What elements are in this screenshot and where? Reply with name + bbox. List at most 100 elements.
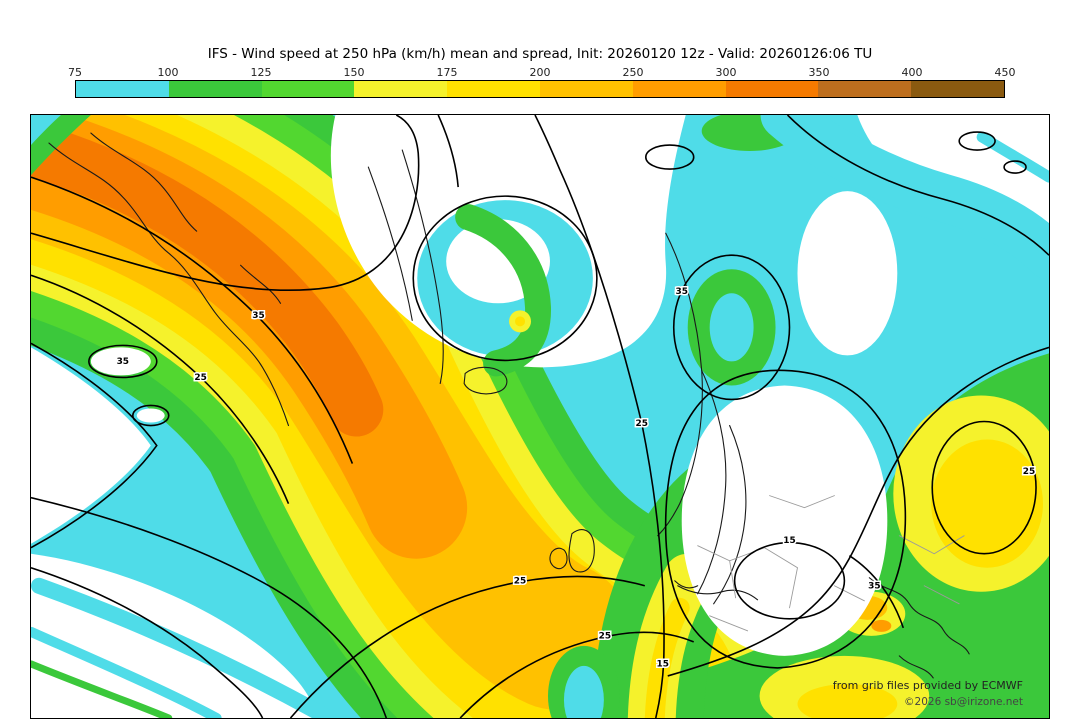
small-calm-spot-2 xyxy=(136,408,165,423)
balkan-orange-spot xyxy=(871,619,892,632)
sweden-coastline xyxy=(697,369,727,595)
colorbar-segment xyxy=(818,81,912,97)
spread-contour-loop xyxy=(1003,160,1027,174)
europe-calm-region xyxy=(681,385,888,656)
spread-contour-loop xyxy=(88,344,158,379)
greenland-east-coast xyxy=(401,149,444,384)
corner-cyan-wedge xyxy=(31,115,61,146)
norway-coastline xyxy=(657,232,703,537)
colorbar-tick: 300 xyxy=(715,66,737,79)
spread-contour xyxy=(437,115,459,188)
corner-green-wedge xyxy=(31,115,91,176)
spread-contour xyxy=(534,115,665,718)
spread-contour xyxy=(31,176,354,464)
spread-contour-europe-ring xyxy=(664,369,907,669)
local-features xyxy=(31,115,1049,718)
contour-label: 15 xyxy=(657,659,669,669)
southeast-deepyellow-patch xyxy=(797,683,898,718)
spread-contour xyxy=(667,346,1049,677)
barents-calm-region xyxy=(797,191,898,356)
colorbar-tick: 175 xyxy=(436,66,458,79)
colorbar-segment xyxy=(261,81,355,97)
colorbar-legend: 75 100 125 150 175 200 250 300 350 400 450 xyxy=(68,64,1016,98)
spread-contour-greenland-ring xyxy=(412,195,598,362)
west-calm-wedge xyxy=(31,347,151,544)
spread-contour-loop xyxy=(132,404,170,427)
greenland-west-coast xyxy=(367,166,413,321)
colorbar-tick: 450 xyxy=(994,66,1016,79)
jet-dark-orange-core xyxy=(31,120,384,437)
colorbar-segment xyxy=(76,81,169,97)
map-footer: from grib files provided by ECMWF ©2026 … xyxy=(833,679,1023,708)
spread-contour xyxy=(31,115,420,292)
greenland-deepyellow-spot xyxy=(515,316,526,327)
east-deepyellow-core xyxy=(931,439,1044,568)
small-calm-spot-1 xyxy=(90,347,151,376)
spread-contour xyxy=(459,631,695,718)
baltic-coastline xyxy=(713,424,747,605)
wind-field-svg: 35 25 35 25 35 25 25 15 25 35 15 xyxy=(31,115,1049,718)
contour-label: 35 xyxy=(868,581,880,591)
colorbar-tick: 400 xyxy=(901,66,923,79)
colorbar xyxy=(75,80,1005,98)
coast-fragment xyxy=(240,264,282,304)
southwest-cyan-streak-2 xyxy=(31,626,222,718)
baffin-coastline xyxy=(90,132,198,232)
colorbar-segment xyxy=(911,81,1004,97)
spread-contour xyxy=(31,496,388,718)
spread-contour xyxy=(289,575,646,718)
spread-contour-east-ring xyxy=(931,420,1037,555)
colorbar-segment xyxy=(354,81,448,97)
weather-map: 35 25 35 25 35 25 25 15 25 35 15 from grib files p… xyxy=(30,114,1050,719)
south-cyan-notch xyxy=(563,665,604,718)
spread-contour xyxy=(31,274,290,504)
colorbar-tick: 125 xyxy=(250,66,272,79)
scandinavia-cyan-core xyxy=(709,293,754,362)
colorbar-segment xyxy=(168,81,262,97)
contour-label: 15 xyxy=(783,536,795,546)
ireland-coastline xyxy=(549,547,568,570)
colorbar-tick: 100 xyxy=(157,66,179,79)
colorbar-ticks: 75 100 125 150 175 200 250 300 350 400 450 xyxy=(68,64,1016,80)
southwest-green-streak xyxy=(31,660,173,718)
iceland-coastline xyxy=(463,366,508,395)
colorbar-segment xyxy=(447,81,540,97)
britain-coastline xyxy=(568,529,595,573)
contour-label: 35 xyxy=(675,287,687,297)
colorbar-tick: 350 xyxy=(808,66,830,79)
denmark-coastline xyxy=(674,580,699,589)
contour-label: 35 xyxy=(117,357,129,367)
spread-contour-inner-ring xyxy=(733,541,846,620)
contour-label: 25 xyxy=(636,419,648,429)
contour-label: 25 xyxy=(599,631,611,641)
aegean-coastline xyxy=(898,655,934,679)
colorbar-tick: 150 xyxy=(343,66,365,79)
colorbar-tick: 250 xyxy=(622,66,644,79)
greenland-green-arc xyxy=(455,204,551,377)
spread-contour xyxy=(31,566,264,718)
spread-contour xyxy=(848,555,905,629)
right-wind-region xyxy=(591,353,1049,718)
contour-label: 25 xyxy=(514,576,526,586)
contour-label: 35 xyxy=(252,311,264,321)
north-sea-coastline xyxy=(677,585,759,601)
colorbar-tick: 200 xyxy=(529,66,551,79)
labrador-coastline xyxy=(48,142,290,427)
chart-title: IFS - Wind speed at 250 hPa (km/h) mean … xyxy=(207,46,873,62)
spread-contour-scandinavia-ring xyxy=(672,254,791,401)
coastlines xyxy=(48,132,970,679)
data-source-credit: from grib files provided by ECMWF xyxy=(832,679,1023,692)
colorbar-segment xyxy=(539,81,633,97)
contour-label: 25 xyxy=(1023,467,1035,477)
copyright-credit: ©2026 sb@irizone.net xyxy=(904,696,1023,708)
spread-contour-loop xyxy=(644,144,695,170)
europe-borders xyxy=(697,495,835,632)
contour-label: 25 xyxy=(194,373,206,383)
colorbar-tick: 75 xyxy=(68,66,82,79)
country-borders xyxy=(697,495,965,632)
northeast-cyan-streak xyxy=(976,131,1049,183)
spread-contour xyxy=(786,115,1049,256)
colorbar-segment xyxy=(632,81,726,97)
spread-contour xyxy=(31,342,158,549)
